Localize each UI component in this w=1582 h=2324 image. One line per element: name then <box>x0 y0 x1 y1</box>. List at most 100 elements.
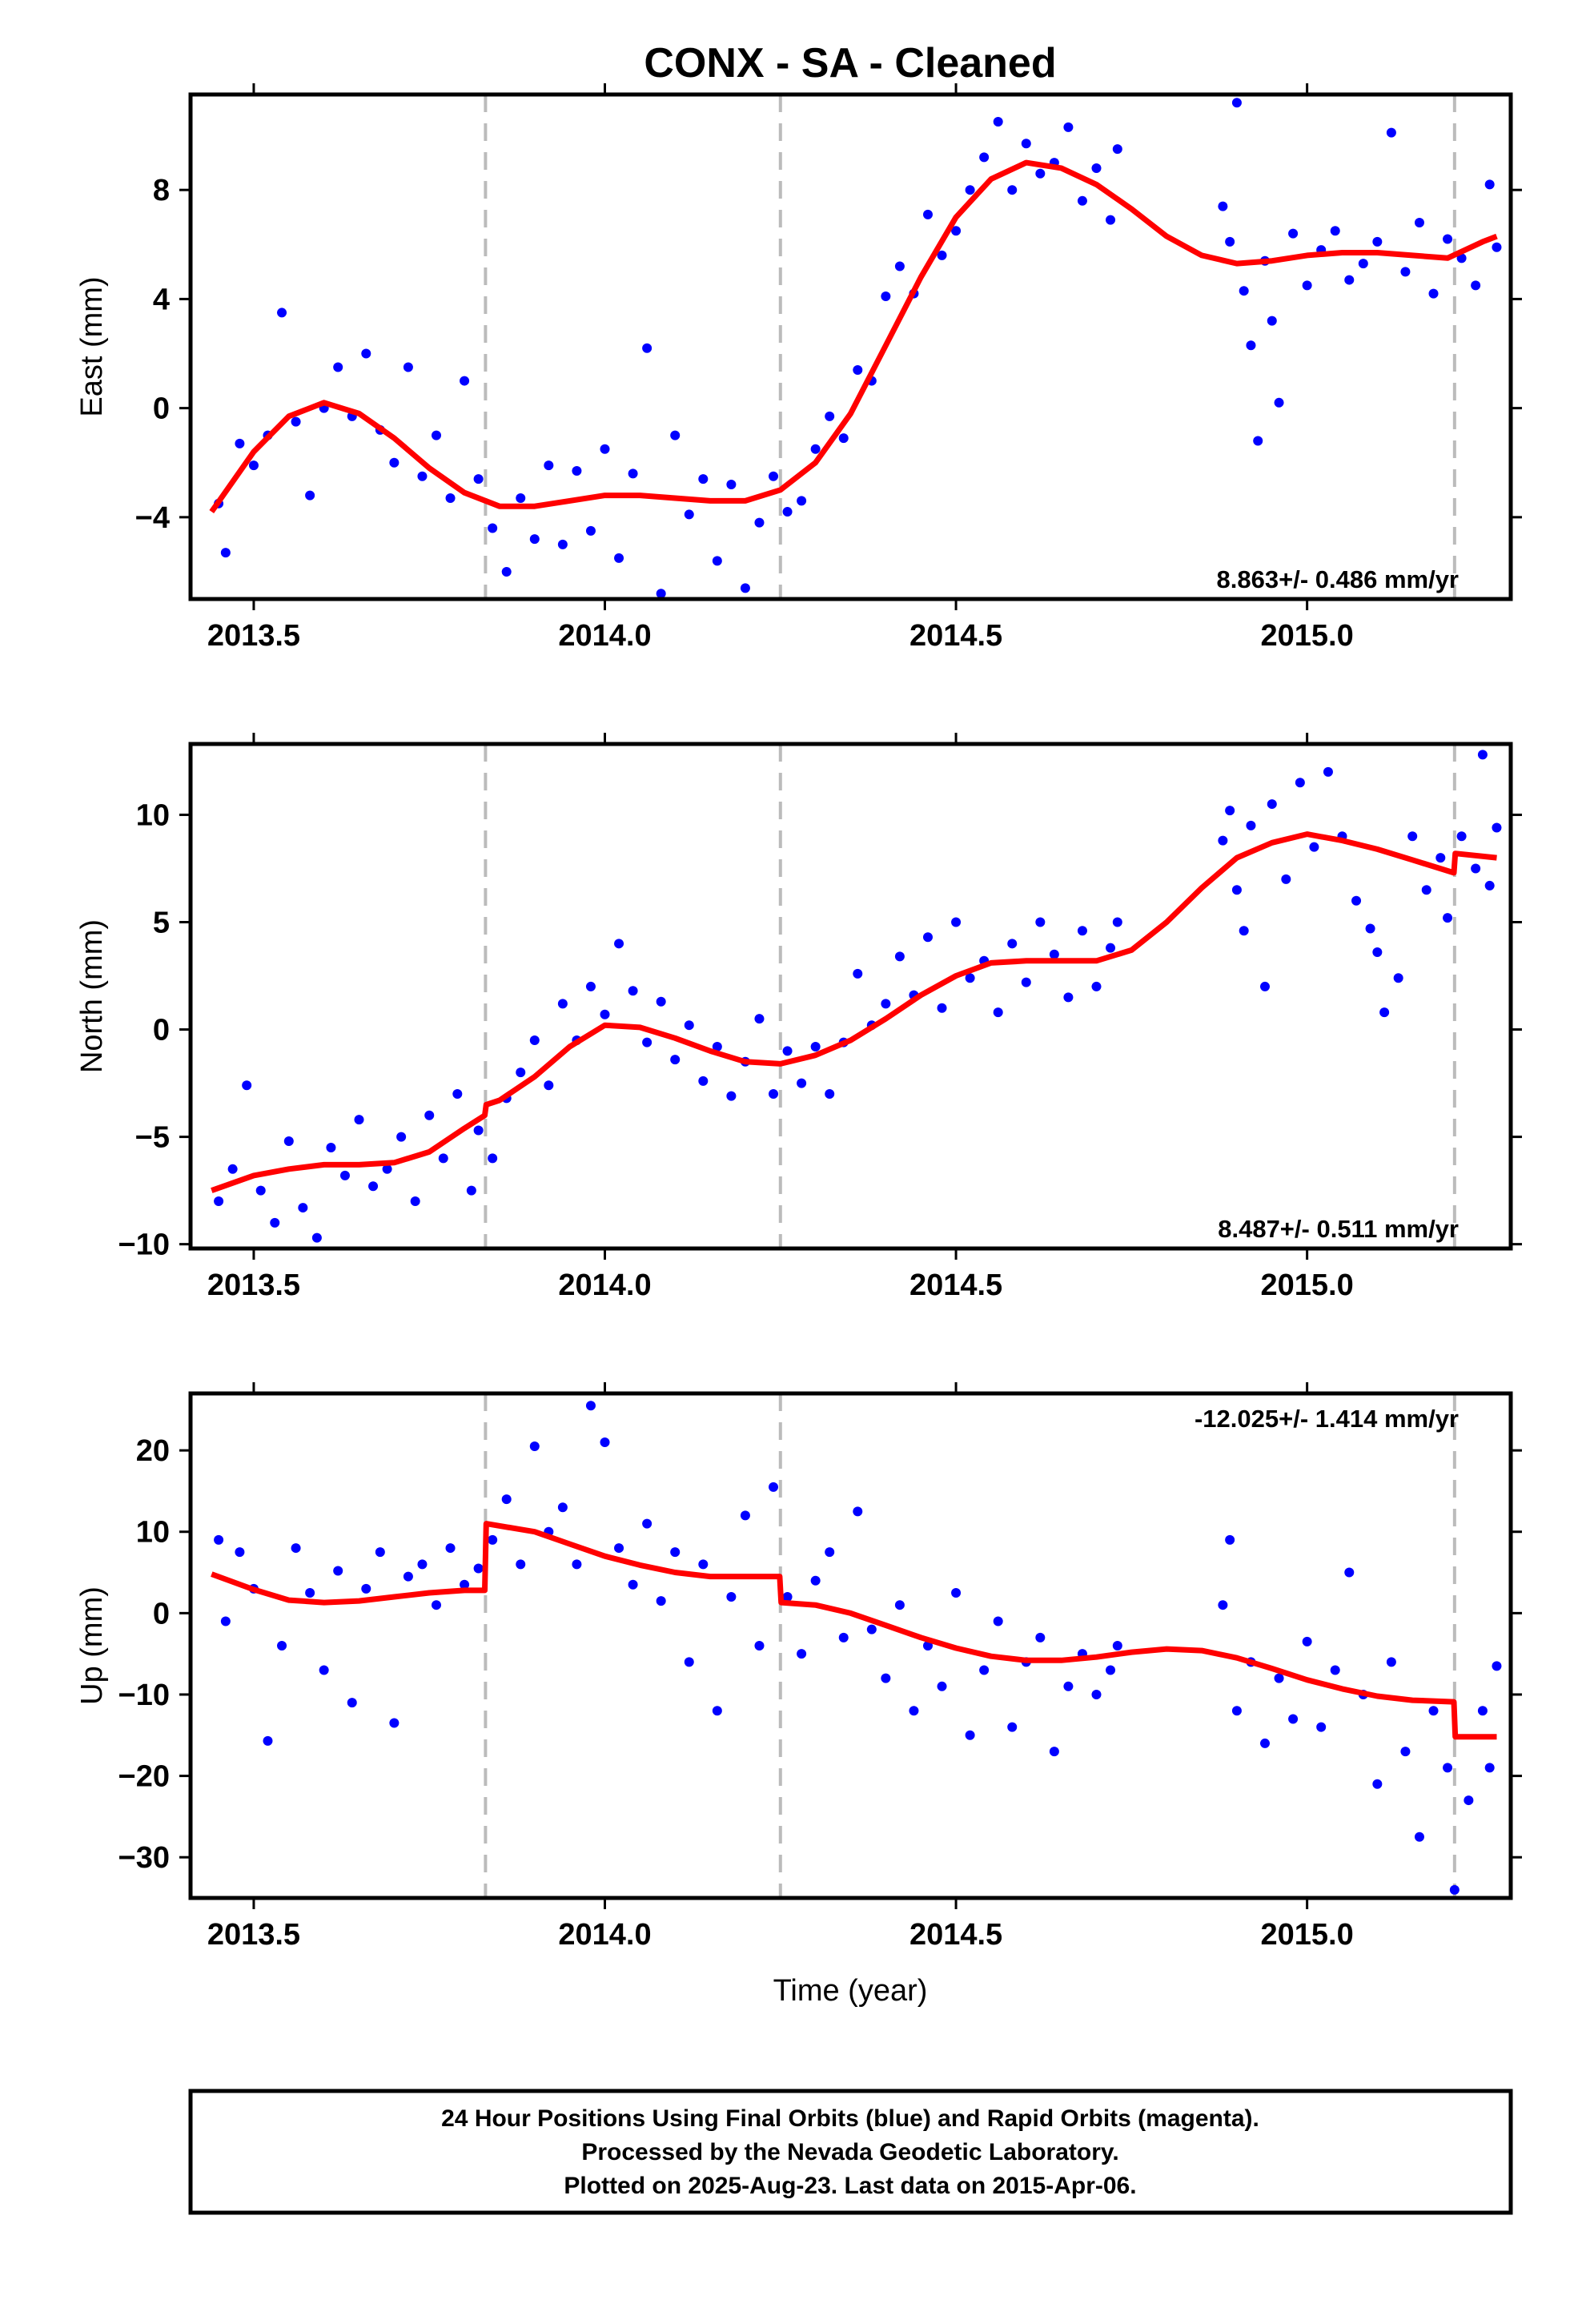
data-point <box>585 981 596 991</box>
data-point <box>326 1143 336 1152</box>
data-point <box>726 1091 737 1101</box>
data-point <box>1035 168 1046 179</box>
data-point <box>853 364 863 375</box>
data-point <box>1372 1779 1383 1789</box>
x-tick-label: 2015.0 <box>1261 1918 1354 1952</box>
data-point <box>600 1437 610 1447</box>
data-point <box>754 517 765 528</box>
data-point <box>1471 280 1481 291</box>
data-point <box>1225 236 1235 247</box>
data-point <box>1435 853 1446 863</box>
x-tick-label: 2015.0 <box>1261 619 1354 653</box>
data-point <box>866 1624 877 1634</box>
data-point <box>572 1559 582 1570</box>
data-point <box>614 939 624 949</box>
data-point <box>993 1007 1003 1018</box>
data-point <box>1049 949 1059 959</box>
data-point <box>389 457 400 468</box>
data-point <box>937 250 947 260</box>
data-point <box>431 430 441 440</box>
data-point <box>403 1571 413 1582</box>
y-tick-label: −10 <box>118 1679 170 1712</box>
data-point <box>1393 973 1403 983</box>
data-point <box>1372 947 1383 958</box>
data-point <box>656 1596 666 1606</box>
data-point <box>1077 926 1087 936</box>
data-point <box>810 1575 821 1586</box>
data-point <box>881 292 891 301</box>
data-point <box>922 209 933 219</box>
data-point <box>1477 1706 1488 1716</box>
data-point <box>712 1042 722 1051</box>
data-point <box>1035 917 1046 927</box>
y-tick-label: −4 <box>135 501 170 535</box>
data-point <box>1288 228 1299 239</box>
data-point <box>1106 943 1116 953</box>
data-point <box>1414 1831 1424 1842</box>
data-point <box>1274 1673 1284 1683</box>
data-point <box>1330 1665 1340 1675</box>
data-point <box>628 468 638 479</box>
data-point <box>1063 122 1074 132</box>
y-tick-label: −30 <box>118 1841 170 1875</box>
data-point <box>1225 806 1235 816</box>
data-point <box>445 1543 456 1554</box>
data-point <box>1007 185 1018 195</box>
data-point <box>488 1153 498 1164</box>
y-axis-label: North (mm) <box>75 919 109 1073</box>
y-tick-label: −5 <box>135 1121 170 1155</box>
data-point <box>922 1641 933 1651</box>
x-tick-label: 2014.5 <box>909 619 1002 653</box>
data-point <box>740 583 750 593</box>
data-point <box>501 566 512 577</box>
data-point <box>993 1616 1003 1626</box>
data-point <box>951 226 962 236</box>
data-point <box>726 1592 737 1602</box>
x-tick-label: 2013.5 <box>207 1918 300 1952</box>
data-point <box>557 1502 568 1513</box>
data-point <box>810 1042 821 1051</box>
y-tick-label: 5 <box>153 907 170 940</box>
data-point <box>1239 286 1249 296</box>
data-point <box>894 261 905 271</box>
data-point <box>614 1543 624 1554</box>
data-point <box>1077 195 1087 206</box>
data-point <box>754 1641 765 1651</box>
data-point <box>965 185 975 195</box>
data-point <box>368 1181 379 1192</box>
data-point <box>1302 1636 1312 1647</box>
data-point <box>473 474 484 485</box>
data-point <box>894 951 905 962</box>
data-point <box>1400 1747 1411 1757</box>
data-point <box>712 556 722 566</box>
data-point <box>277 308 287 318</box>
data-point <box>585 525 596 536</box>
data-point <box>937 1003 947 1013</box>
data-point <box>993 117 1003 127</box>
data-point <box>754 1014 765 1024</box>
data-point <box>1239 926 1249 936</box>
plot-area <box>211 1401 1502 1895</box>
data-point <box>894 1600 905 1610</box>
data-point <box>460 376 470 386</box>
data-point <box>529 534 540 545</box>
data-point <box>488 1534 498 1545</box>
data-point <box>1063 992 1074 1003</box>
data-point <box>951 1587 962 1598</box>
data-point <box>1112 1641 1122 1651</box>
data-point <box>1428 288 1439 299</box>
data-point <box>516 1068 526 1078</box>
data-point <box>1281 874 1291 884</box>
data-point <box>1344 1567 1355 1578</box>
data-point <box>1218 201 1228 211</box>
data-point <box>1246 820 1256 830</box>
y-tick-label: −20 <box>118 1760 170 1794</box>
data-point <box>782 1592 793 1602</box>
data-point <box>1260 981 1271 991</box>
x-axis-label: Time (year) <box>773 1974 928 2008</box>
data-point <box>1492 242 1502 252</box>
y-tick-label: 0 <box>153 1597 170 1630</box>
x-tick-label: 2014.0 <box>558 1269 651 1302</box>
data-point <box>1365 923 1375 934</box>
data-point <box>825 1547 835 1558</box>
